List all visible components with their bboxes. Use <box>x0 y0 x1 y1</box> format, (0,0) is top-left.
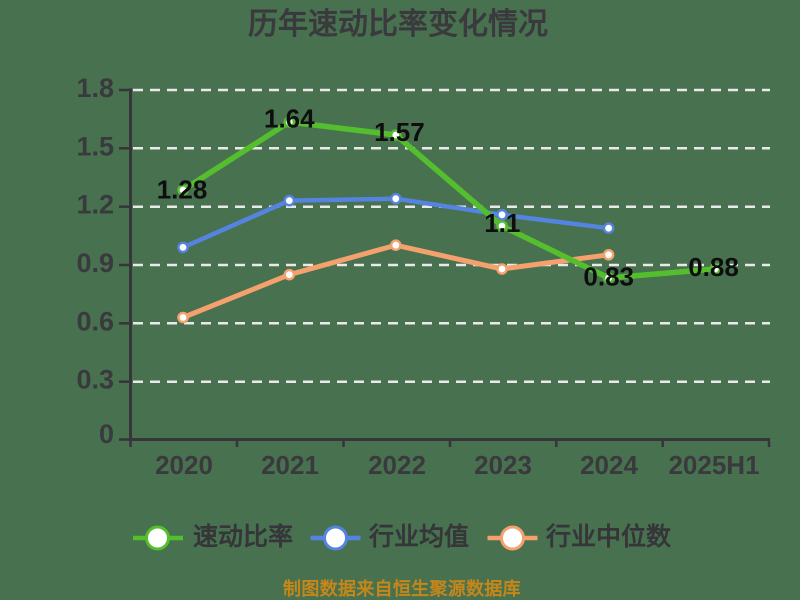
svg-text:行业均值: 行业均值 <box>368 523 469 551</box>
svg-text:制图数据来自恒生聚源数据库: 制图数据来自恒生聚源数据库 <box>283 578 521 599</box>
svg-text:2025H1: 2025H1 <box>668 450 759 480</box>
svg-text:0.88: 0.88 <box>688 252 739 282</box>
svg-text:0: 0 <box>99 419 114 449</box>
svg-text:2024: 2024 <box>580 450 638 480</box>
svg-text:0.6: 0.6 <box>76 306 114 336</box>
svg-text:0.9: 0.9 <box>76 248 114 278</box>
svg-text:行业中位数: 行业中位数 <box>545 522 672 551</box>
svg-text:2021: 2021 <box>261 450 319 480</box>
svg-text:1.2: 1.2 <box>76 190 114 220</box>
svg-text:0.83: 0.83 <box>583 262 634 292</box>
svg-text:1.1: 1.1 <box>484 208 520 238</box>
svg-text:1.57: 1.57 <box>374 117 425 147</box>
svg-text:1.8: 1.8 <box>76 73 114 103</box>
svg-text:0.3: 0.3 <box>76 365 114 395</box>
svg-text:1.64: 1.64 <box>264 104 315 134</box>
svg-text:历年速动比率变化情况: 历年速动比率变化情况 <box>248 7 548 41</box>
svg-text:1.28: 1.28 <box>157 175 208 205</box>
svg-text:1.5: 1.5 <box>76 131 114 161</box>
svg-text:2023: 2023 <box>474 450 532 480</box>
svg-text:速动比率: 速动比率 <box>193 522 293 551</box>
svg-text:2020: 2020 <box>155 450 213 480</box>
svg-text:2022: 2022 <box>368 450 426 480</box>
